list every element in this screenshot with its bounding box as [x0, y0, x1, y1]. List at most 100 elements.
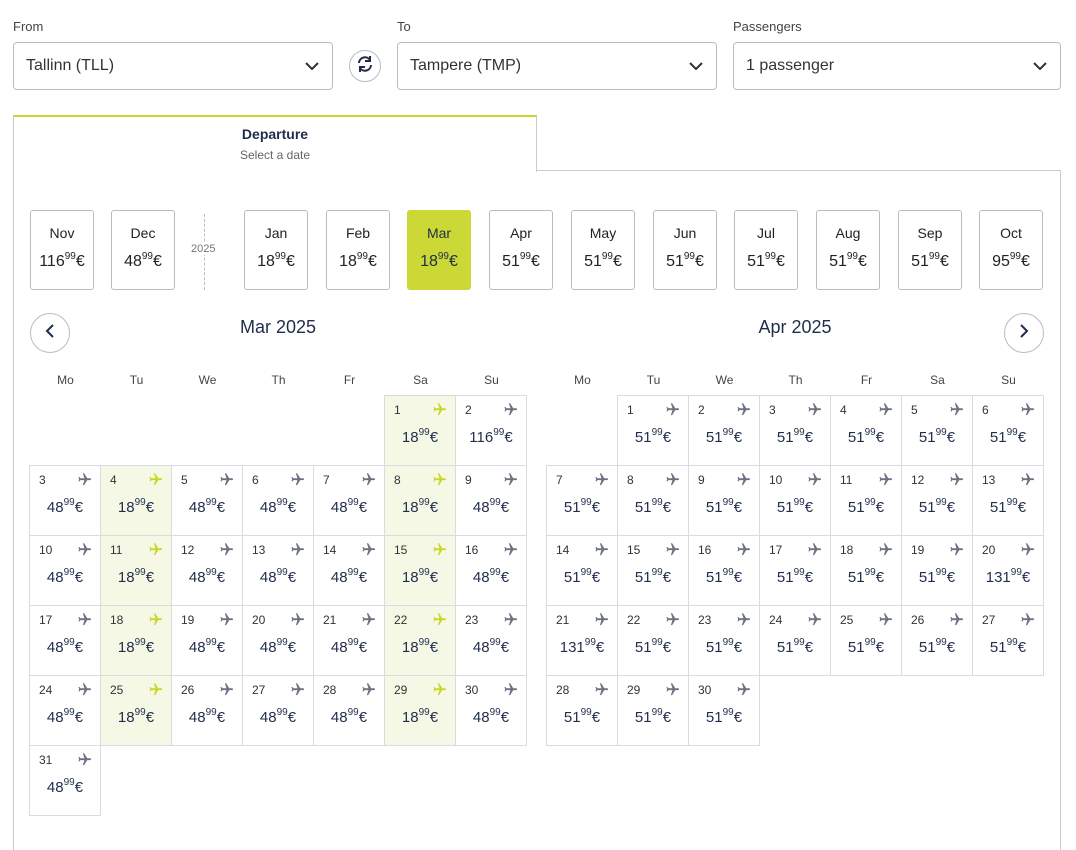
month-mar[interactable]: Mar 1899€ — [407, 210, 471, 290]
to-select[interactable]: Tampere (TMP) — [397, 42, 717, 90]
calendar-day[interactable]: 29 1899€ — [384, 675, 456, 746]
calendar-day[interactable]: 4 5199€ — [830, 395, 902, 466]
price-cents: 99 — [722, 427, 734, 438]
calendar-day[interactable]: 2 11699€ — [455, 395, 527, 466]
price-currency: € — [875, 429, 885, 446]
calendar-day[interactable]: 28 5199€ — [546, 675, 618, 746]
weekday-label: Tu — [129, 373, 144, 387]
calendar-day[interactable]: 6 5199€ — [972, 395, 1044, 466]
calendar-day[interactable]: 20 13199€ — [972, 535, 1044, 606]
calendar-day[interactable]: 16 5199€ — [688, 535, 760, 606]
calendar-day[interactable]: 26 4899€ — [171, 675, 243, 746]
calendar-day[interactable]: 3 4899€ — [29, 465, 101, 536]
calendar-day[interactable]: 9 5199€ — [688, 465, 760, 536]
calendar-day[interactable]: 23 4899€ — [455, 605, 527, 676]
calendar-day[interactable]: 7 4899€ — [313, 465, 385, 536]
calendar-day[interactable]: 10 5199€ — [759, 465, 831, 536]
calendar-day[interactable]: 9 4899€ — [455, 465, 527, 536]
month-jan[interactable]: Jan 1899€ — [244, 210, 308, 290]
calendar-day[interactable]: 13 4899€ — [242, 535, 314, 606]
price-whole: 51 — [705, 639, 723, 656]
calendar-day[interactable]: 5 4899€ — [171, 465, 243, 536]
calendar-day[interactable]: 17 4899€ — [29, 605, 101, 676]
calendar-day[interactable]: 7 5199€ — [546, 465, 618, 536]
calendar-day[interactable]: 30 5199€ — [688, 675, 760, 746]
price-cents: 99 — [764, 250, 776, 262]
calendar-day[interactable]: 2 5199€ — [688, 395, 760, 466]
calendar-day[interactable]: 13 5199€ — [972, 465, 1044, 536]
calendar-day[interactable]: 12 5199€ — [901, 465, 973, 536]
calendar-day[interactable]: 31 4899€ — [29, 745, 101, 816]
calendar-day[interactable]: 22 5199€ — [617, 605, 689, 676]
price-whole: 51 — [634, 639, 652, 656]
calendar-day[interactable]: 11 1899€ — [100, 535, 172, 606]
next-month-button[interactable] — [1004, 313, 1044, 353]
calendar-day[interactable]: 27 4899€ — [242, 675, 314, 746]
month-may[interactable]: May 5199€ — [571, 210, 635, 290]
price-currency: € — [804, 499, 814, 516]
calendar-day[interactable]: 3 5199€ — [759, 395, 831, 466]
month-dec[interactable]: Dec 4899€ — [111, 210, 175, 290]
month-name: Mar — [426, 225, 452, 241]
month-aug[interactable]: Aug 5199€ — [816, 210, 880, 290]
calendar-day[interactable]: 1 5199€ — [617, 395, 689, 466]
calendar-day[interactable]: 18 1899€ — [100, 605, 172, 676]
calendar-day[interactable]: 27 5199€ — [972, 605, 1044, 676]
month-feb[interactable]: Feb 1899€ — [326, 210, 390, 290]
calendar-day[interactable]: 19 4899€ — [171, 605, 243, 676]
calendar-day[interactable]: 15 5199€ — [617, 535, 689, 606]
calendar-day[interactable]: 4 1899€ — [100, 465, 172, 536]
day-price: 4899€ — [456, 568, 526, 587]
from-select[interactable]: Tallinn (TLL) — [13, 42, 333, 90]
day-number: 17 — [39, 613, 53, 627]
swap-button[interactable] — [349, 50, 381, 82]
calendar-day[interactable]: 15 1899€ — [384, 535, 456, 606]
calendar-day[interactable]: 29 5199€ — [617, 675, 689, 746]
tab-departure[interactable]: Departure Select a date — [13, 115, 537, 172]
calendar-day[interactable]: 20 4899€ — [242, 605, 314, 676]
month-apr[interactable]: Apr 5199€ — [489, 210, 553, 290]
calendar-day[interactable]: 21 4899€ — [313, 605, 385, 676]
calendar-day[interactable]: 14 4899€ — [313, 535, 385, 606]
calendar-day[interactable]: 28 4899€ — [313, 675, 385, 746]
calendar-day[interactable]: 10 4899€ — [29, 535, 101, 606]
calendar-day[interactable]: 11 5199€ — [830, 465, 902, 536]
day-number: 23 — [465, 613, 479, 627]
price-whole: 48 — [330, 569, 348, 586]
calendar-day[interactable]: 25 5199€ — [830, 605, 902, 676]
month-jul[interactable]: Jul 5199€ — [734, 210, 798, 290]
calendar-day[interactable]: 6 4899€ — [242, 465, 314, 536]
calendar-day[interactable]: 30 4899€ — [455, 675, 527, 746]
day-price: 4899€ — [314, 708, 384, 727]
month-oct[interactable]: Oct 9599€ — [979, 210, 1043, 290]
calendar-day[interactable]: 5 5199€ — [901, 395, 973, 466]
calendar-day[interactable]: 21 13199€ — [546, 605, 618, 676]
calendar-day[interactable]: 8 1899€ — [384, 465, 456, 536]
calendar-day[interactable]: 16 4899€ — [455, 535, 527, 606]
calendar-day[interactable]: 23 5199€ — [688, 605, 760, 676]
month-sep[interactable]: Sep 5199€ — [898, 210, 962, 290]
calendar-day[interactable]: 19 5199€ — [901, 535, 973, 606]
day-number: 21 — [323, 613, 337, 627]
calendar-day[interactable]: 24 4899€ — [29, 675, 101, 746]
passengers-select[interactable]: 1 passenger — [733, 42, 1061, 90]
month-jun[interactable]: Jun 5199€ — [653, 210, 717, 290]
calendar-day[interactable]: 24 5199€ — [759, 605, 831, 676]
calendar-day[interactable]: 22 1899€ — [384, 605, 456, 676]
calendar-day[interactable]: 14 5199€ — [546, 535, 618, 606]
calendar-day[interactable]: 12 4899€ — [171, 535, 243, 606]
calendar-day[interactable]: 17 5199€ — [759, 535, 831, 606]
price-cents: 99 — [418, 497, 430, 508]
price-whole: 95 — [992, 253, 1010, 270]
month-nov[interactable]: Nov 11699€ — [30, 210, 94, 290]
calendar-day[interactable]: 18 5199€ — [830, 535, 902, 606]
day-number: 3 — [769, 403, 776, 417]
calendar-day[interactable]: 8 5199€ — [617, 465, 689, 536]
price-whole: 51 — [776, 639, 794, 656]
calendar-day[interactable]: 1 1899€ — [384, 395, 456, 466]
calendar-day[interactable]: 25 1899€ — [100, 675, 172, 746]
calendar-panel — [13, 170, 1061, 850]
calendar-day[interactable]: 26 5199€ — [901, 605, 973, 676]
plane-icon — [664, 612, 679, 627]
prev-month-button[interactable] — [30, 313, 70, 353]
